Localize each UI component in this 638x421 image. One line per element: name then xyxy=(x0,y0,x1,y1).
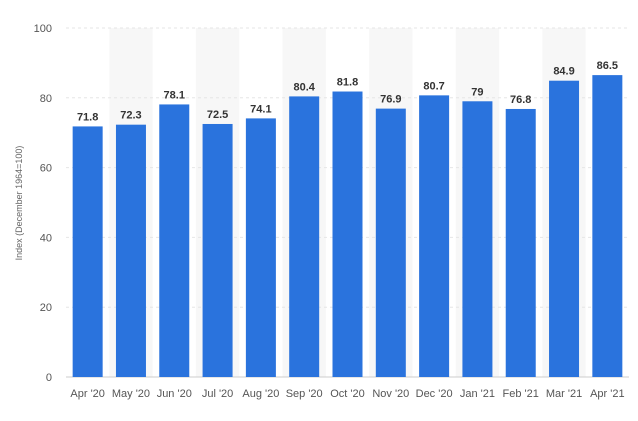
x-tick-label: Apr '21 xyxy=(590,388,625,400)
y-axis-label: Index (December 1964=100) xyxy=(14,146,24,261)
x-tick-label: Nov '20 xyxy=(372,388,409,400)
x-tick-label: Sep '20 xyxy=(286,388,323,400)
value-label: 74.1 xyxy=(250,103,271,115)
y-tick-label: 20 xyxy=(40,302,52,314)
bar xyxy=(159,104,190,377)
bar xyxy=(549,80,580,377)
value-label: 76.8 xyxy=(510,94,531,106)
y-axis-ticks: 0 20 40 60 80 100 xyxy=(34,23,52,384)
x-axis-ticks: Apr '20 May '20 Jun '20 Jul '20 Aug '20 Sep '… xyxy=(70,388,624,400)
y-tick-label: 0 xyxy=(46,372,52,384)
bar xyxy=(592,75,623,378)
value-label: 81.8 xyxy=(337,77,358,89)
bar xyxy=(72,126,103,377)
x-tick-label: Mar '21 xyxy=(546,388,582,400)
value-labels: 71.8 72.3 78.1 72.5 74.1 80.4 81.8 76.9 80.7 79 76… xyxy=(77,60,618,123)
bar xyxy=(202,123,233,377)
bar xyxy=(375,108,406,377)
bar xyxy=(289,96,320,378)
x-tick-label: Feb '21 xyxy=(503,388,539,400)
x-tick-label: Aug '20 xyxy=(242,388,279,400)
y-tick-label: 40 xyxy=(40,232,52,244)
x-tick-label: Dec '20 xyxy=(416,388,453,400)
value-label: 84.9 xyxy=(553,66,574,78)
bar xyxy=(419,95,450,378)
x-tick-label: Jul '20 xyxy=(202,388,233,400)
value-label: 72.3 xyxy=(120,110,141,122)
value-label: 86.5 xyxy=(597,60,618,72)
y-tick-label: 80 xyxy=(40,93,52,105)
value-label: 76.9 xyxy=(380,94,401,106)
value-label: 80.4 xyxy=(293,81,315,93)
bars xyxy=(72,75,623,378)
value-label: 79 xyxy=(471,86,483,98)
bar xyxy=(245,118,276,378)
y-tick-label: 100 xyxy=(34,23,52,35)
bar xyxy=(462,101,493,377)
value-label: 80.7 xyxy=(423,80,444,92)
bar xyxy=(115,124,146,377)
value-label: 71.8 xyxy=(77,111,98,123)
x-tick-label: Oct '20 xyxy=(330,388,365,400)
x-tick-label: May '20 xyxy=(112,388,150,400)
x-tick-label: Jun '20 xyxy=(157,388,192,400)
bar xyxy=(505,108,536,377)
x-tick-label: Apr '20 xyxy=(70,388,105,400)
bar xyxy=(332,91,363,377)
x-tick-label: Jan '21 xyxy=(460,388,495,400)
y-tick-label: 60 xyxy=(40,163,52,175)
value-label: 78.1 xyxy=(164,89,185,101)
value-label: 72.5 xyxy=(207,109,228,121)
